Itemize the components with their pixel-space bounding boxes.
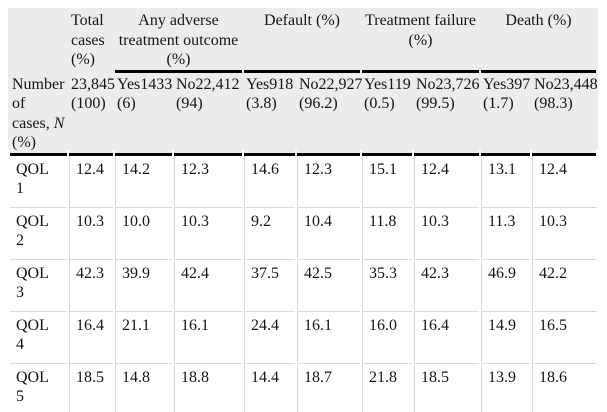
data-cell: 10.3 <box>174 207 242 260</box>
data-cell: 10.4 <box>297 207 360 260</box>
row-label: QOL 5 <box>10 363 67 412</box>
subheader-cell: No23,448 (98.3) <box>532 72 598 156</box>
data-cell: 14.9 <box>481 311 531 364</box>
row-label: QOL 1 <box>10 155 67 208</box>
table-body: QOL 1 12.4 14.2 12.3 14.6 12.3 15.1 12.4… <box>10 155 597 412</box>
data-cell: 16.1 <box>174 311 242 364</box>
data-cell: 46.9 <box>481 259 531 312</box>
data-cell: 14.8 <box>115 363 172 412</box>
row-label: QOL 2 <box>10 207 67 260</box>
data-cell: 15.1 <box>362 155 412 208</box>
qol-outcomes-table: Total cases (%) Any adverse treatment ou… <box>8 8 598 412</box>
data-cell: 18.6 <box>532 363 597 412</box>
data-cell: 18.5 <box>414 363 480 412</box>
data-cell: 18.8 <box>174 363 242 412</box>
data-cell: 42.5 <box>297 259 360 312</box>
group-header-row: Total cases (%) Any adverse treatment ou… <box>10 8 597 73</box>
subheader-cell: No23,726 (99.5) <box>414 72 480 156</box>
subheader-cell: No22,927 (96.2) <box>297 72 363 156</box>
column-group-any-adverse-outcome: Any adverse treatment outcome (%) <box>115 8 242 73</box>
column-group-treatment-failure: Treatment failure (%) <box>362 8 480 73</box>
row-header-text: Number of cases, <box>12 75 65 132</box>
data-cell: 16.0 <box>362 311 412 364</box>
data-cell: 21.8 <box>362 363 412 412</box>
table-header: Total cases (%) Any adverse treatment ou… <box>10 8 598 156</box>
data-cell: 35.3 <box>362 259 412 312</box>
data-cell: 42.3 <box>414 259 480 312</box>
table-row-qol-3: QOL 3 42.3 39.9 42.4 37.5 42.5 35.3 42.3… <box>10 259 597 312</box>
data-cell: 16.4 <box>414 311 480 364</box>
data-cell: 9.2 <box>244 207 295 260</box>
data-cell: 13.9 <box>481 363 531 412</box>
data-cell: 42.2 <box>532 259 597 312</box>
column-group-default: Default (%) <box>244 8 360 73</box>
data-cell: 18.7 <box>297 363 360 412</box>
data-cell: 21.1 <box>115 311 172 364</box>
subheader-cell: Yes397 (1.7) <box>481 72 530 156</box>
data-cell: 18.5 <box>69 363 113 412</box>
data-cell: 10.0 <box>115 207 172 260</box>
data-cell: 16.1 <box>297 311 360 364</box>
data-cell: 14.6 <box>244 155 295 208</box>
data-cell: 12.3 <box>174 155 242 208</box>
data-cell: 10.3 <box>414 207 480 260</box>
data-cell: 37.5 <box>244 259 295 312</box>
data-cell: 12.4 <box>69 155 113 208</box>
corner-cell <box>10 8 67 73</box>
row-label: QOL 4 <box>10 311 67 364</box>
data-cell: 10.3 <box>69 207 113 260</box>
data-cell: 24.4 <box>244 311 295 364</box>
qol-outcomes-table-wrapper: Total cases (%) Any adverse treatment ou… <box>8 8 598 412</box>
data-cell: 12.3 <box>297 155 360 208</box>
data-cell: 13.1 <box>481 155 531 208</box>
table-row-qol-2: QOL 2 10.3 10.0 10.3 9.2 10.4 11.8 10.3 … <box>10 207 597 260</box>
data-cell: 39.9 <box>115 259 172 312</box>
row-header-italic-n: N <box>53 114 65 132</box>
data-cell: 11.3 <box>481 207 531 260</box>
data-cell: 42.4 <box>174 259 242 312</box>
subheader-cell: No22,412 (94) <box>174 72 242 156</box>
data-cell: 16.4 <box>69 311 113 364</box>
row-header-text-suffix: (%) <box>12 134 36 152</box>
subheader-row: Number of cases, N (%) 23,845 (100) Yes1… <box>10 72 598 156</box>
data-cell: 14.2 <box>115 155 172 208</box>
row-header-number-of-cases: Number of cases, N (%) <box>10 72 67 156</box>
data-cell: 12.4 <box>414 155 480 208</box>
table-row-qol-1: QOL 1 12.4 14.2 12.3 14.6 12.3 15.1 12.4… <box>10 155 597 208</box>
data-cell: 42.3 <box>69 259 113 312</box>
row-label: QOL 3 <box>10 259 67 312</box>
data-cell: 14.4 <box>244 363 295 412</box>
column-header-total-cases: Total cases (%) <box>69 8 113 73</box>
data-cell: 12.4 <box>532 155 597 208</box>
subheader-cell: Yes918 (3.8) <box>244 72 295 156</box>
table-row-qol-4: QOL 4 16.4 21.1 16.1 24.4 16.1 16.0 16.4… <box>10 311 597 364</box>
column-group-death: Death (%) <box>481 8 597 73</box>
subheader-cell: Yes119 (0.5) <box>362 72 412 156</box>
data-cell: 10.3 <box>532 207 597 260</box>
data-cell: 11.8 <box>362 207 412 260</box>
data-cell: 16.5 <box>532 311 597 364</box>
table-row-qol-5: QOL 5 18.5 14.8 18.8 14.4 18.7 21.8 18.5… <box>10 363 597 412</box>
subheader-cell: Yes1433 (6) <box>115 72 172 156</box>
subheader-cell: 23,845 (100) <box>69 72 115 156</box>
